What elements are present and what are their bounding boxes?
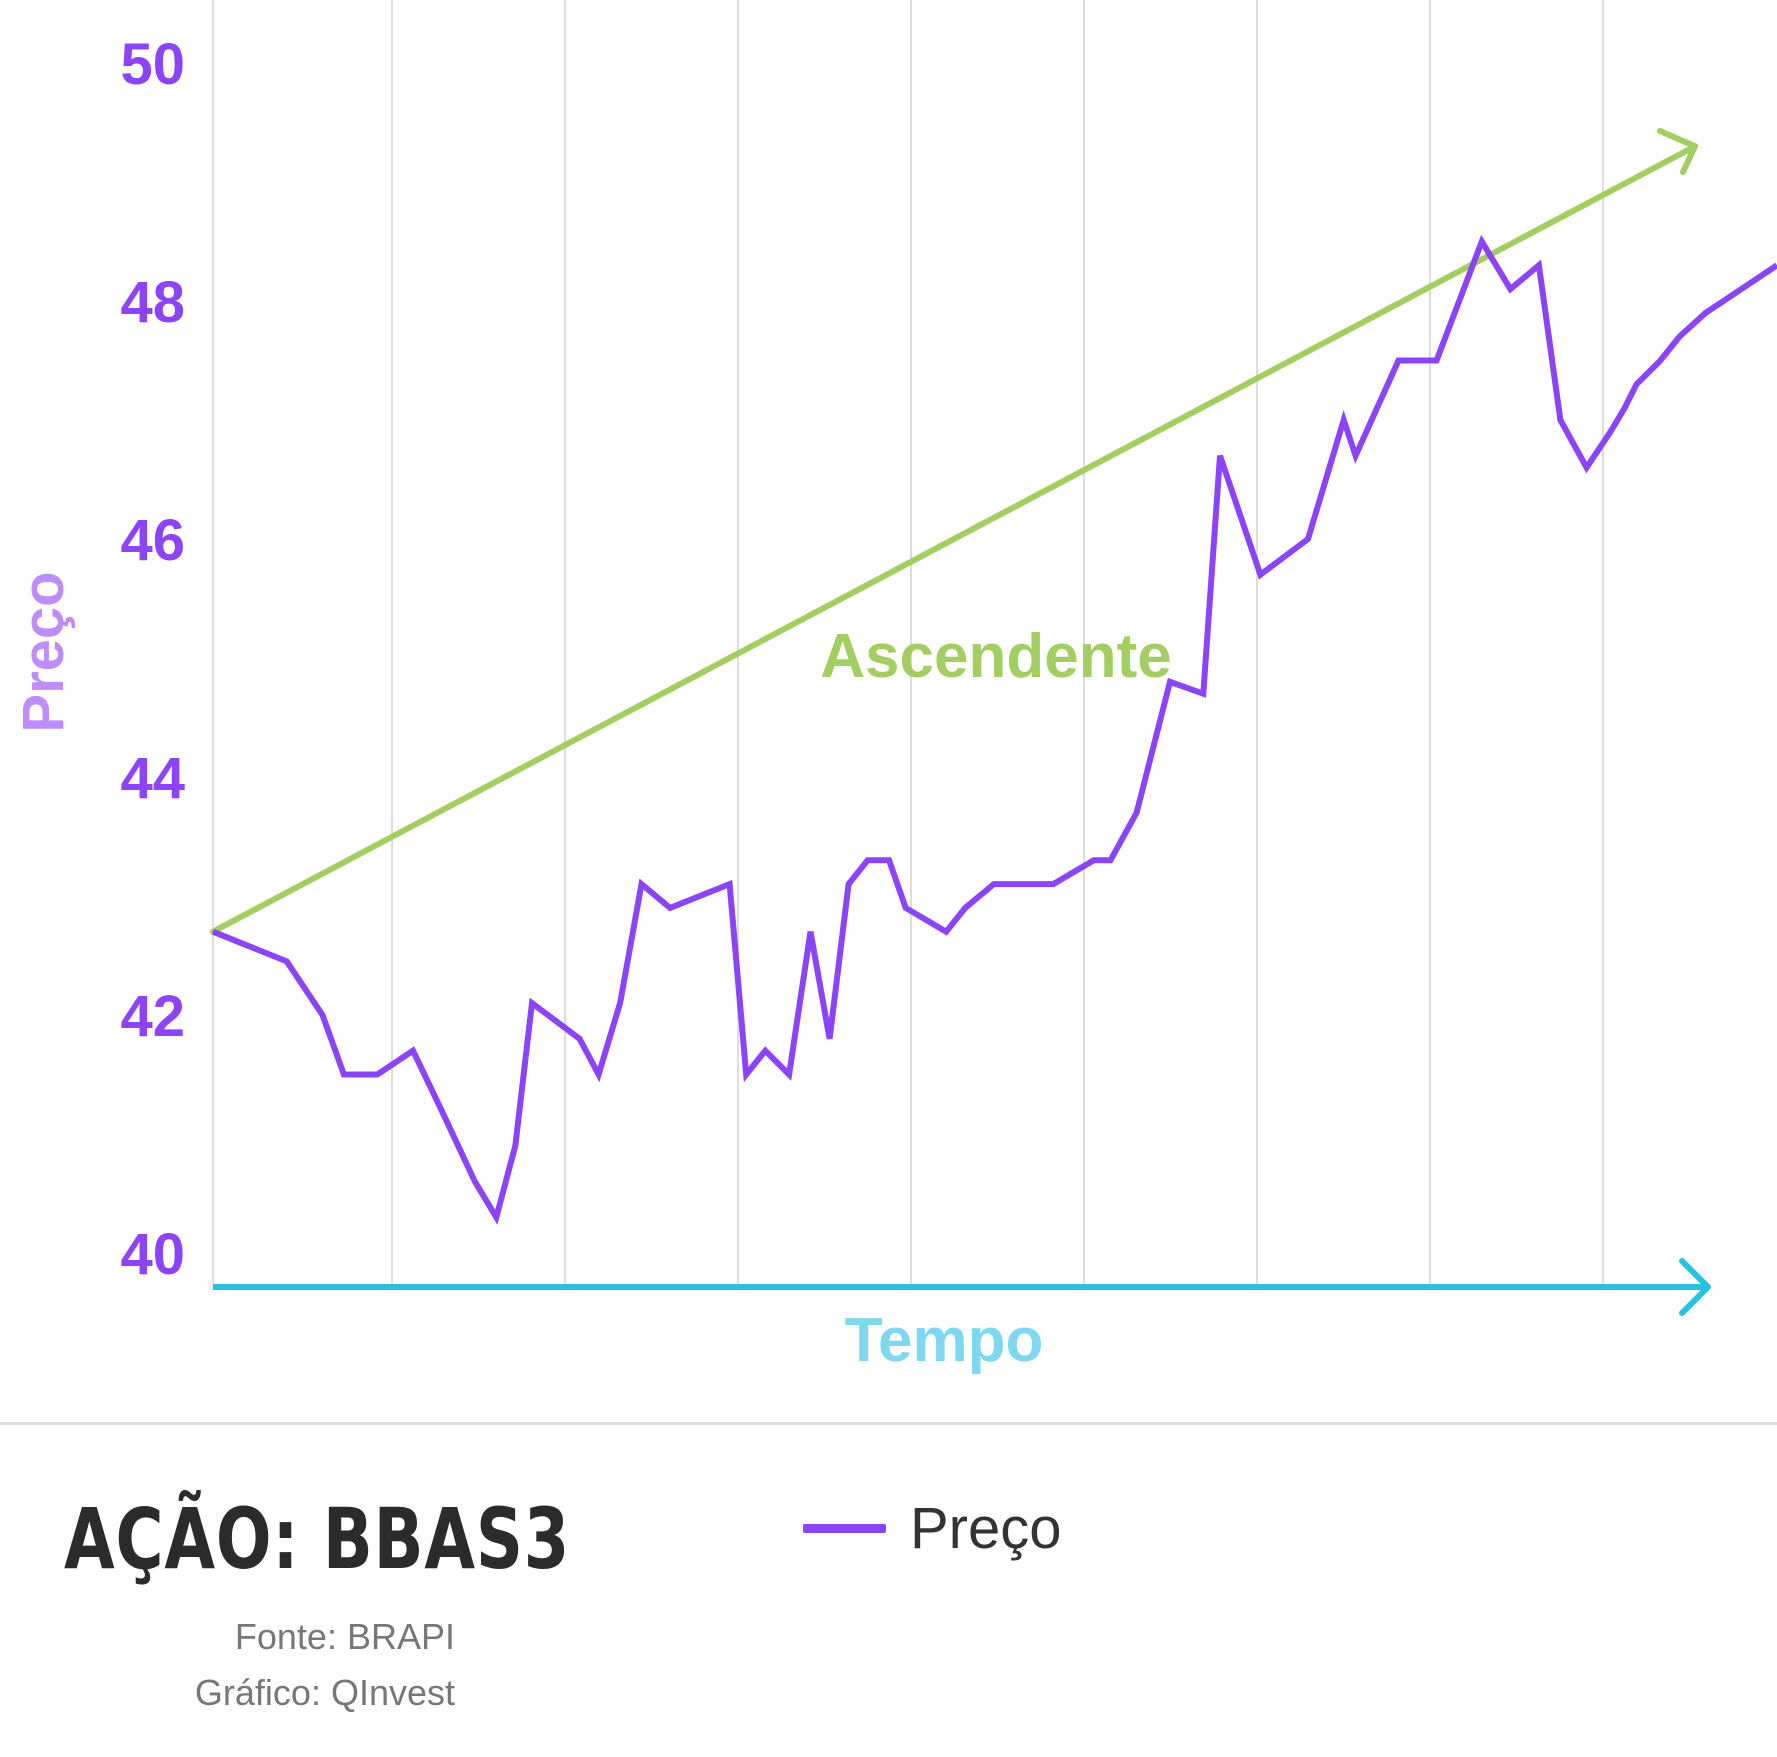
chart-title: AÇÃO: BBAS3 (64, 1490, 571, 1588)
y-tick-label: 40 (120, 1222, 185, 1287)
trend-arrow (210, 128, 1698, 935)
y-tick-label: 44 (120, 746, 185, 811)
price-chart: 40 42 44 46 48 50 Preço Ascendente Tempo (11, 0, 1777, 1375)
y-tick-label: 46 (120, 508, 185, 573)
legend: Preço (803, 1495, 1062, 1562)
footer-divider (0, 1422, 1777, 1425)
trend-arrow-shaft (210, 143, 1698, 935)
trend-arrow-head (1657, 128, 1698, 175)
series-line-preco (211, 234, 1777, 1225)
x-axis-label: Tempo (845, 1306, 1044, 1375)
source-text: Fonte: BRAPI (234, 1616, 455, 1657)
price-series (211, 234, 1777, 1225)
legend-swatch (803, 1524, 886, 1533)
y-tick-label: 42 (120, 984, 185, 1049)
y-axis-ticks: 40 42 44 46 48 50 (120, 32, 185, 1287)
legend-label: Preço (910, 1496, 1062, 1561)
time-arrow-head (1679, 1258, 1711, 1316)
trend-annotation: Ascendente (820, 622, 1171, 691)
grid-lines (212, 0, 1604, 1287)
credit-text: Gráfico: QInvest (194, 1672, 455, 1713)
y-axis-label: Preço (11, 571, 76, 732)
y-tick-label: 48 (120, 270, 185, 335)
y-tick-label: 50 (120, 32, 185, 97)
time-arrow (213, 1258, 1711, 1316)
